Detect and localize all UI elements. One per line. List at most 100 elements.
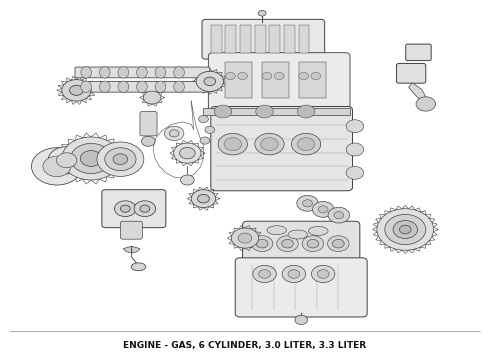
Circle shape [62,80,91,101]
Circle shape [312,265,335,283]
Circle shape [31,148,82,185]
Circle shape [346,143,364,156]
Circle shape [140,205,150,212]
Circle shape [218,134,247,155]
FancyBboxPatch shape [202,19,325,59]
FancyBboxPatch shape [208,53,350,116]
Ellipse shape [309,226,328,235]
Circle shape [144,91,161,104]
Circle shape [204,77,216,86]
Ellipse shape [81,67,92,78]
Ellipse shape [155,81,166,93]
FancyBboxPatch shape [406,44,431,60]
FancyBboxPatch shape [235,258,367,317]
Ellipse shape [267,226,287,235]
Bar [262,62,289,98]
Bar [240,25,251,53]
Ellipse shape [99,81,110,93]
Circle shape [399,225,411,234]
Circle shape [302,236,324,252]
Ellipse shape [288,230,308,239]
Circle shape [303,200,313,207]
Circle shape [297,195,318,211]
Circle shape [205,126,215,134]
Circle shape [224,138,242,150]
Circle shape [191,190,216,208]
Circle shape [256,105,273,118]
Circle shape [71,143,112,174]
Circle shape [307,239,319,248]
Circle shape [259,270,270,278]
Circle shape [346,120,364,133]
Circle shape [255,134,284,155]
Circle shape [295,315,308,324]
Ellipse shape [155,67,166,78]
Circle shape [377,209,434,250]
FancyBboxPatch shape [396,63,426,83]
Circle shape [282,265,306,283]
Circle shape [416,97,436,111]
Circle shape [328,236,349,252]
Circle shape [80,150,102,166]
Circle shape [121,205,130,212]
Text: ENGINE - GAS, 6 CYLINDER, 3.0 LITER, 3.3 LITER: ENGINE - GAS, 6 CYLINDER, 3.0 LITER, 3.3… [123,341,367,350]
Bar [203,108,350,115]
Polygon shape [409,82,428,105]
Circle shape [169,130,179,137]
Circle shape [251,236,273,252]
Circle shape [288,270,300,278]
Circle shape [105,148,136,171]
Circle shape [164,126,184,140]
Circle shape [385,215,426,244]
Circle shape [297,138,315,150]
FancyBboxPatch shape [121,221,143,239]
Ellipse shape [173,67,184,78]
Bar [211,25,221,53]
Circle shape [134,201,156,217]
Circle shape [318,206,328,213]
Circle shape [258,10,266,16]
Circle shape [56,153,77,168]
Circle shape [282,239,294,248]
Circle shape [262,72,272,80]
Circle shape [393,221,417,238]
Circle shape [198,116,208,123]
Ellipse shape [99,67,110,78]
Circle shape [196,71,223,91]
Circle shape [299,72,309,80]
Circle shape [225,72,235,80]
Circle shape [142,136,155,146]
Circle shape [48,147,85,174]
Circle shape [62,137,121,180]
Bar [299,25,310,53]
Circle shape [214,105,232,118]
Bar [284,25,295,53]
Circle shape [261,138,278,150]
Circle shape [113,154,128,165]
Ellipse shape [118,67,129,78]
Circle shape [318,270,329,278]
Circle shape [70,85,83,95]
Bar [225,62,252,98]
Circle shape [311,72,321,80]
Circle shape [43,156,71,177]
Ellipse shape [81,81,92,93]
Circle shape [231,228,259,248]
Circle shape [253,265,276,283]
Circle shape [238,233,252,243]
Bar [255,25,266,53]
Circle shape [334,212,343,219]
FancyBboxPatch shape [243,221,360,266]
Circle shape [180,175,194,185]
Ellipse shape [137,81,147,93]
FancyBboxPatch shape [211,107,352,191]
Ellipse shape [131,263,146,271]
Bar [270,25,280,53]
Ellipse shape [173,81,184,93]
Circle shape [328,207,349,223]
FancyBboxPatch shape [140,112,157,136]
Circle shape [277,236,298,252]
Circle shape [238,72,247,80]
Circle shape [197,194,209,203]
FancyBboxPatch shape [75,67,210,78]
